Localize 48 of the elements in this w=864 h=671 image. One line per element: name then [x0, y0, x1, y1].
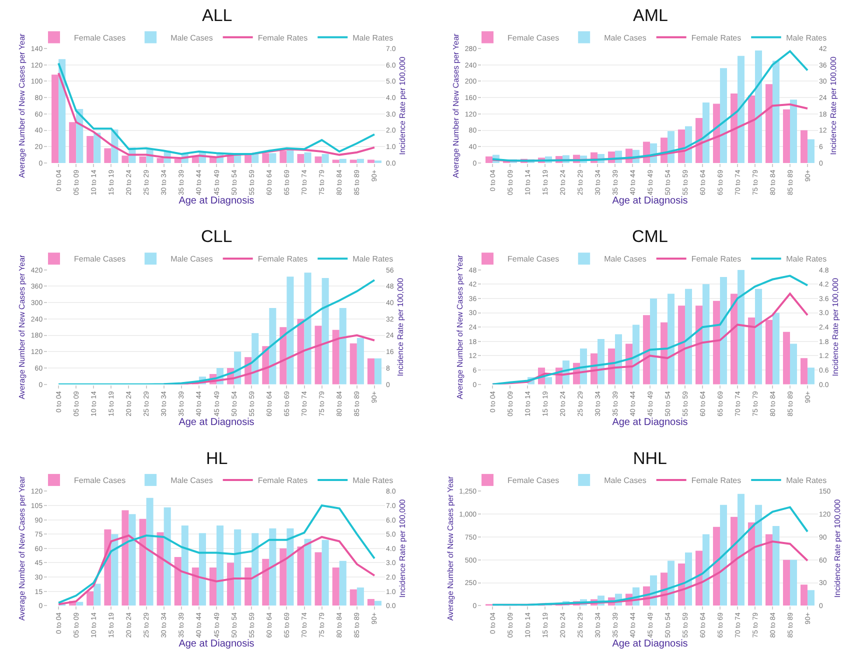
- chart-title: AML: [633, 6, 668, 25]
- legend-label: Female Rates: [258, 476, 308, 486]
- y-axis-title: Average Number of New Cases per Year: [456, 254, 465, 400]
- y-axis-title: Average Number of New Cases per Year: [18, 33, 27, 178]
- legend-label: Female Cases: [508, 476, 560, 486]
- legend-label: Male Rates: [352, 33, 394, 42]
- legend-label: Male Rates: [352, 254, 394, 264]
- chart-title: CML: [632, 227, 668, 246]
- legend-label: Female Rates: [258, 33, 308, 42]
- legend-label: Female Rates: [691, 476, 742, 486]
- legend-label: Female Cases: [508, 33, 560, 42]
- y2-axis-title: Incidence Rate per 100,000: [832, 498, 842, 598]
- legend-label: Male Rates: [786, 33, 827, 42]
- legend-label: Female Cases: [74, 254, 126, 264]
- y-axis-title: Average Number of New Cases per Year: [18, 254, 27, 400]
- legend-label: Male Rates: [786, 476, 827, 486]
- legend-label: Male Cases: [604, 33, 646, 42]
- y2-axis-title: Incidence Rate per 100,000: [398, 498, 407, 598]
- x-axis-title: Age at Diagnosis: [178, 416, 254, 428]
- x-axis-title: Age at Diagnosis: [178, 196, 254, 207]
- legend-label: Male Rates: [786, 254, 827, 264]
- chart-title: CLL: [201, 227, 232, 246]
- legend-label: Female Rates: [258, 254, 308, 264]
- x-axis-title: Age at Diagnosis: [612, 416, 688, 428]
- y-axis-title: Average Number of New Cases per Year: [18, 476, 27, 621]
- legend-label: Female Cases: [508, 254, 560, 264]
- legend-label: Male Cases: [604, 254, 646, 264]
- x-axis-title: Age at Diagnosis: [612, 196, 688, 207]
- legend-label: Female Rates: [691, 254, 742, 264]
- x-axis-title: Age at Diagnosis: [178, 638, 254, 650]
- x-axis-title: Age at Diagnosis: [612, 638, 688, 650]
- legend-label: Female Rates: [691, 33, 742, 42]
- y2-axis-title: Incidence Rate per 100,000: [828, 56, 838, 155]
- y2-axis-title: Incidence Rate per 100,000: [396, 277, 405, 376]
- y-axis-title: Average Number of New Cases per Year: [452, 33, 461, 178]
- legend-label: Female Cases: [74, 33, 126, 42]
- legend-label: Male Cases: [170, 33, 213, 42]
- chart-title: NHL: [633, 449, 668, 468]
- legend-label: Male Cases: [604, 476, 646, 486]
- y2-axis-title: Incidence Rate per 100,000: [398, 56, 407, 155]
- y2-axis-title: Incidence Rate per 100,000: [830, 277, 840, 376]
- chart-title: HL: [206, 449, 228, 468]
- legend-label: Male Rates: [352, 476, 394, 486]
- legend-label: Male Cases: [170, 254, 213, 264]
- chart-title: ALL: [202, 6, 232, 25]
- legend-label: Female Cases: [74, 476, 126, 486]
- legend-label: Male Cases: [170, 476, 213, 486]
- y-axis-title: Average Number of New Cases per Year: [446, 476, 455, 621]
